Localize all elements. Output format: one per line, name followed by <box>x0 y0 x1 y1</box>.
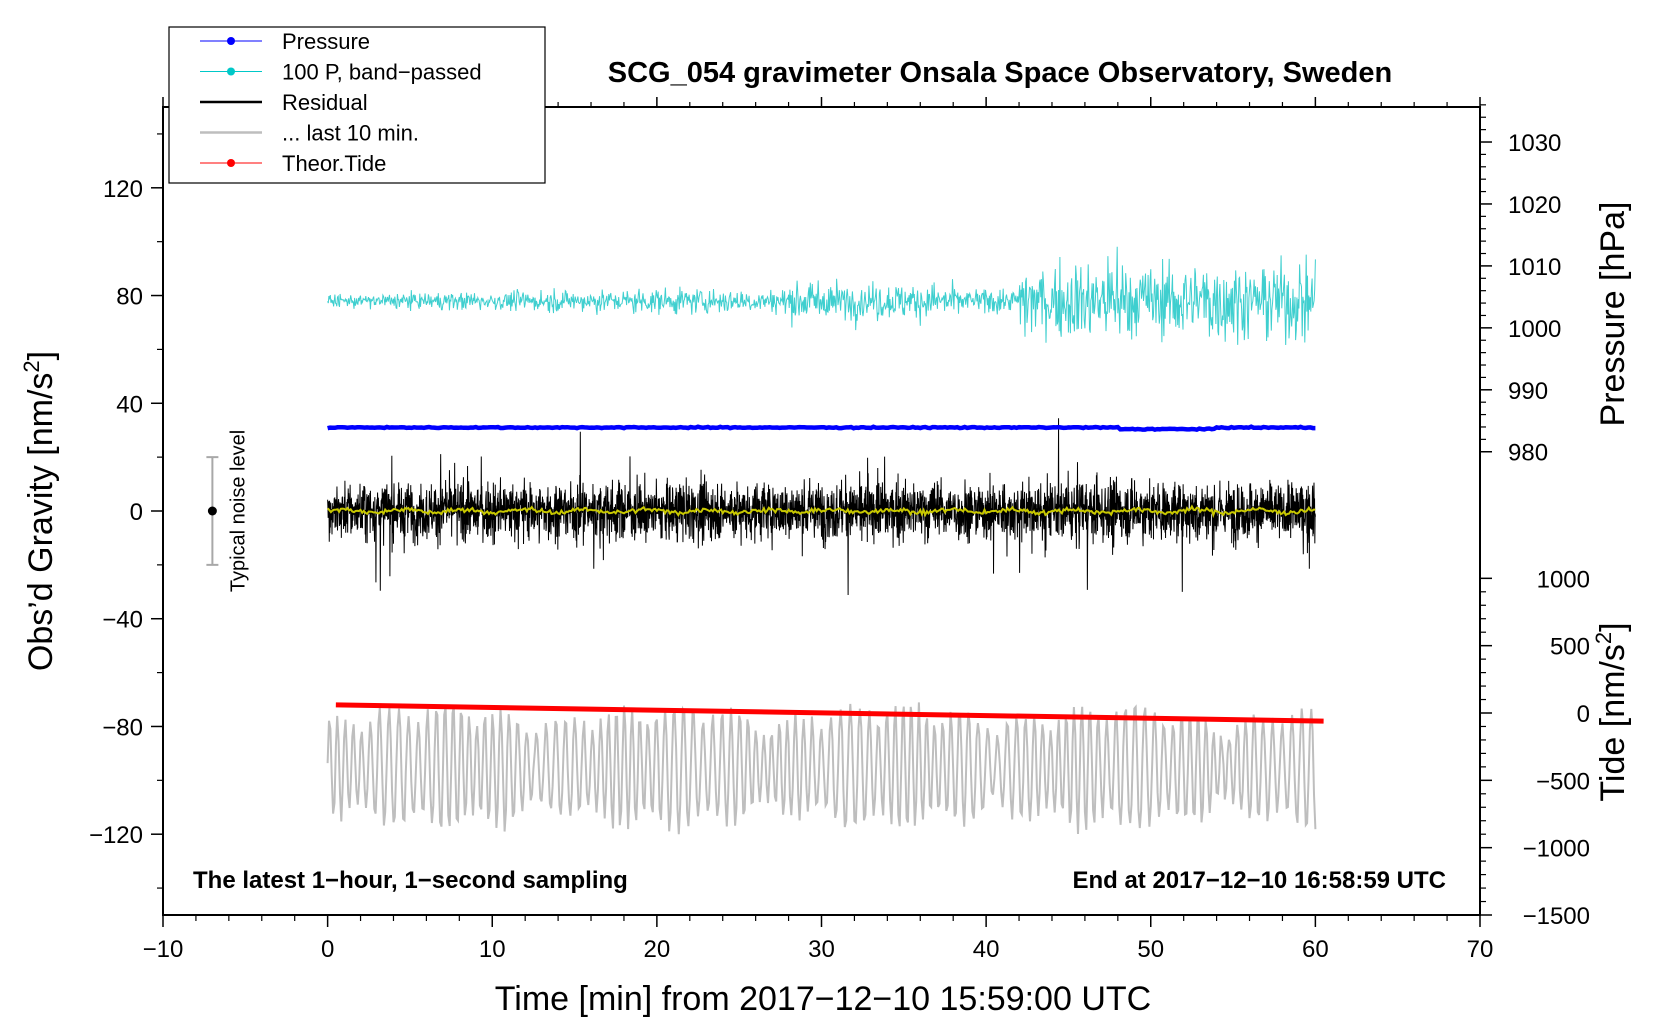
legend-box <box>168 26 546 184</box>
y-tick-label: 120 <box>103 176 143 203</box>
series-band-passed-pressure <box>327 246 1316 346</box>
x-axis-title: Time [min] from 2017−12−10 15:59:00 UTC <box>495 980 1151 1018</box>
noise-level-indicator: Typical noise level <box>206 430 249 592</box>
x-tick-label: 0 <box>321 936 334 963</box>
series-theor-tide <box>335 702 1324 724</box>
series-layer <box>326 246 1324 835</box>
legend-label: ... last 10 min. <box>282 121 419 146</box>
x-tick-label: 60 <box>1302 936 1329 963</box>
legend-marker <box>227 159 235 167</box>
tide-title-sup: 2 <box>1591 632 1616 644</box>
series-pressure <box>327 424 1316 433</box>
pressure-tick-label: 980 <box>1508 440 1548 467</box>
pressure-tick-label: 1020 <box>1508 192 1561 219</box>
legend-label: Theor.Tide <box>282 151 386 176</box>
series-residual-smoothed <box>326 504 1316 519</box>
tide-title-end: ] <box>1594 622 1632 631</box>
y-tick-label: 40 <box>116 391 143 418</box>
tide-tick-label: −1500 <box>1523 903 1590 930</box>
x-tick-label: 50 <box>1137 936 1164 963</box>
legend-marker <box>227 37 235 45</box>
y-left-title-end: ] <box>22 351 60 360</box>
series-residual <box>327 418 1316 596</box>
legend: Pressure 100 P, band−passed Residual ... la… <box>168 26 546 184</box>
noise-center-dot <box>207 506 217 516</box>
tide-tick-label: −500 <box>1536 768 1590 795</box>
series-last-10-min <box>326 702 1317 835</box>
y-left-title-main: Obs’d Gravity [nm/s <box>22 373 60 672</box>
x-tick-label: 20 <box>644 936 671 963</box>
y-tick-label: −80 <box>102 714 143 741</box>
legend-marker <box>227 67 235 76</box>
y-axis-tide: −1500 −1000 −500 0 500 1000 <box>1480 566 1590 930</box>
tide-title-main: Tide [nm/s <box>1594 644 1632 801</box>
tide-tick-label: 0 <box>1577 701 1590 728</box>
y-tick-label: 0 <box>130 499 143 526</box>
x-tick-label: 10 <box>479 936 506 963</box>
y-axis-pressure: 980 990 1000 1010 1020 1030 <box>1479 104 1561 467</box>
tide-tick-label: 500 <box>1550 634 1590 661</box>
x-tick-label: 40 <box>973 936 1000 963</box>
y-axis-pressure-title: Pressure [hPa] <box>1594 202 1632 427</box>
y-tick-label: 80 <box>116 284 143 311</box>
x-tick-label: 70 <box>1467 936 1494 963</box>
legend-label: 100 P, band−passed <box>282 60 482 85</box>
pressure-tick-label: 1030 <box>1508 130 1561 157</box>
annotation-left: The latest 1−hour, 1−second sampling <box>193 867 628 894</box>
chart-title: SCG_054 gravimeter Onsala Space Observat… <box>608 57 1392 89</box>
pressure-tick-label: 990 <box>1508 378 1548 405</box>
pressure-tick-label: 1000 <box>1508 316 1561 343</box>
y-axis-tide-title: Tide [nm/s2] <box>1591 622 1632 801</box>
y-axis-left-title: Obs’d Gravity [nm/s2] <box>19 351 60 671</box>
y-tick-label: −40 <box>102 607 143 634</box>
pressure-tick-label: 1010 <box>1508 254 1561 281</box>
tide-tick-label: 1000 <box>1537 566 1590 593</box>
y-left-title-sup: 2 <box>19 360 44 372</box>
noise-level-label: Typical noise level <box>227 430 249 592</box>
legend-label: Residual <box>282 90 368 115</box>
x-tick-label: −10 <box>143 936 184 963</box>
x-axis: −10 0 10 20 30 40 50 60 70 <box>143 97 1494 963</box>
x-tick-label: 30 <box>808 936 835 963</box>
tide-tick-label: −1000 <box>1523 836 1590 863</box>
y-axis-left: −120 −80 −40 0 40 80 120 <box>89 133 163 889</box>
annotation-right: End at 2017−12−10 16:58:59 UTC <box>1072 867 1446 894</box>
y-tick-label: −120 <box>89 822 143 849</box>
legend-label: Pressure <box>282 29 370 54</box>
